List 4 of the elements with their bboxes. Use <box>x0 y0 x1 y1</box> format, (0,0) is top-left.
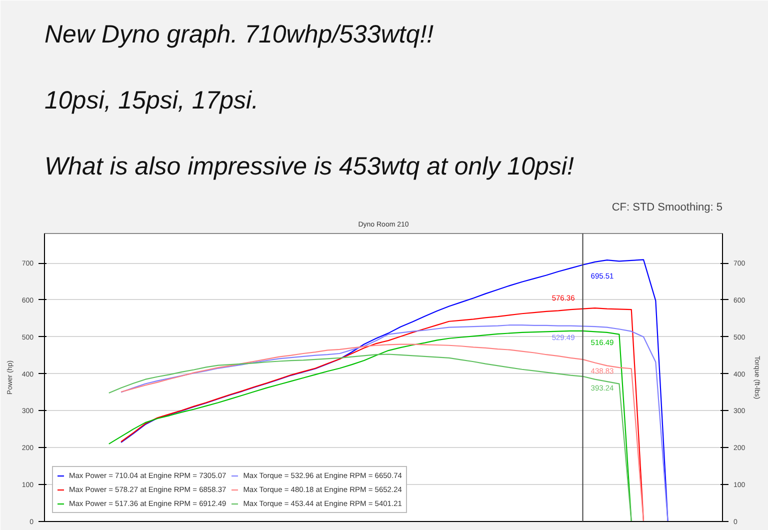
chart-title: New Dyno graph. 710whp/533wtq!! <box>44 20 434 48</box>
text: 10psi, 15psi, 17psi. <box>44 86 259 114</box>
text: What is also impressive is 453wtq at only 10psi! <box>44 152 574 180</box>
text: CF: STD Smoothing: 5 <box>612 202 723 214</box>
